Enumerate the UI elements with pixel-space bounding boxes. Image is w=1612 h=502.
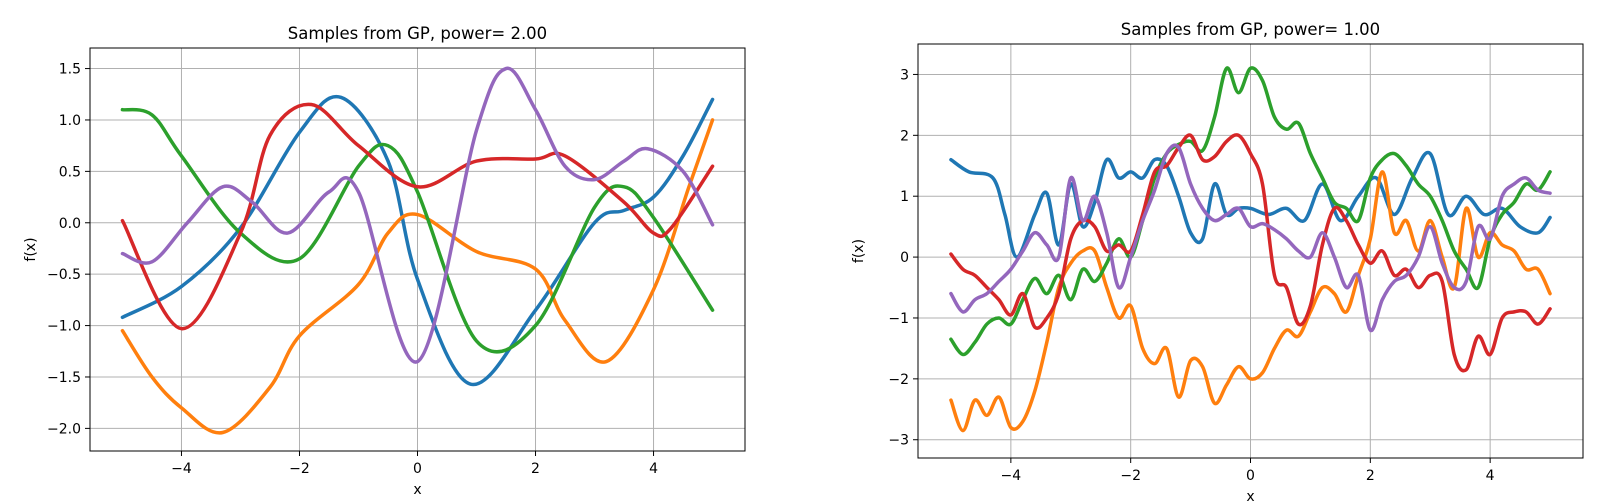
y-tick-label: 1.5 [59,62,81,78]
series-line-5 [120,66,715,364]
y-tick-label: 1 [900,189,909,205]
plot-frame [89,47,746,452]
series-group [949,66,1552,433]
series-line-5 [949,143,1552,333]
chart-panel-2: −4 −2 0 2 4 −3 −2 −1 0 1 2 3 Samples from GP, power=… [851,20,1584,502]
x-tick-label: 2 [531,461,540,477]
series-line-1 [949,150,1552,259]
x-tick-label: 0 [1246,468,1255,484]
x-tick-label: 0 [413,461,422,477]
y-tick-label: 1.0 [59,113,81,129]
y-tick-label: −0.5 [47,267,81,283]
series-line-4 [120,102,715,331]
chart-panel-1: −4 −2 0 2 4 −2.0 −1.5 −1.0 −0.5 0.0 0.5 1.0 1.5 Sampl… [23,24,746,498]
x-tick-label: −4 [171,461,192,477]
x-tick-label: −2 [289,461,310,477]
y-tick-label: 0.5 [59,164,81,180]
x-tick-label: 4 [1486,468,1495,484]
chart-title: Samples from GP, power= 1.00 [1121,20,1380,39]
y-axis-label: f(x) [23,237,39,261]
x-tick-label: −4 [1001,468,1022,484]
series-line-4 [949,133,1552,373]
y-tick-label: 0 [900,250,909,266]
series-line-3 [120,107,715,354]
x-axis-label: x [413,482,421,498]
series-line-3 [949,66,1552,357]
series-group [120,66,715,435]
chart-title: Samples from GP, power= 2.00 [288,24,547,43]
y-tick-label: 2 [900,128,909,144]
series-line-2 [120,118,715,435]
y-tick-label: 3 [900,67,909,83]
y-tick-label: −3 [888,433,909,449]
y-tick-label: −1.0 [47,319,81,335]
y-axis-label: f(x) [851,239,867,263]
y-tick-label: −1 [888,311,909,327]
x-tick-label: −2 [1120,468,1141,484]
plot-frame [917,43,1584,459]
x-tick-label: 2 [1366,468,1375,484]
series-line-2 [949,170,1552,433]
y-tick-label: −2 [888,372,909,388]
x-axis-label: x [1246,489,1254,502]
y-tick-label: −1.5 [47,370,81,386]
x-tick-label: 4 [649,461,658,477]
y-tick-label: 0.0 [59,216,81,232]
y-tick-label: −2.0 [47,421,81,437]
